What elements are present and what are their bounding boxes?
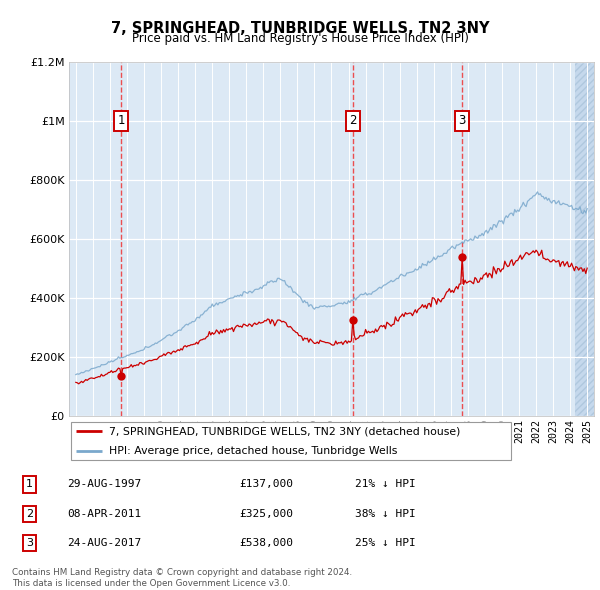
- Text: 1: 1: [26, 480, 33, 489]
- Text: 2: 2: [26, 509, 33, 519]
- Text: 21% ↓ HPI: 21% ↓ HPI: [355, 480, 416, 489]
- Text: 3: 3: [26, 538, 33, 548]
- Text: 38% ↓ HPI: 38% ↓ HPI: [355, 509, 416, 519]
- Text: 08-APR-2011: 08-APR-2011: [67, 509, 142, 519]
- Text: Price paid vs. HM Land Registry's House Price Index (HPI): Price paid vs. HM Land Registry's House …: [131, 32, 469, 45]
- Text: HPI: Average price, detached house, Tunbridge Wells: HPI: Average price, detached house, Tunb…: [109, 447, 397, 456]
- Text: £538,000: £538,000: [239, 538, 293, 548]
- Text: Contains HM Land Registry data © Crown copyright and database right 2024.: Contains HM Land Registry data © Crown c…: [12, 568, 352, 576]
- Text: £137,000: £137,000: [239, 480, 293, 489]
- Text: 1: 1: [118, 114, 125, 127]
- Text: This data is licensed under the Open Government Licence v3.0.: This data is licensed under the Open Gov…: [12, 579, 290, 588]
- Bar: [575, 62, 594, 416]
- FancyBboxPatch shape: [71, 422, 511, 460]
- Text: £325,000: £325,000: [239, 509, 293, 519]
- Text: 24-AUG-2017: 24-AUG-2017: [67, 538, 142, 548]
- Text: 3: 3: [458, 114, 466, 127]
- Text: 7, SPRINGHEAD, TUNBRIDGE WELLS, TN2 3NY: 7, SPRINGHEAD, TUNBRIDGE WELLS, TN2 3NY: [111, 21, 489, 35]
- Text: 7, SPRINGHEAD, TUNBRIDGE WELLS, TN2 3NY (detached house): 7, SPRINGHEAD, TUNBRIDGE WELLS, TN2 3NY …: [109, 427, 460, 436]
- Text: 2: 2: [349, 114, 357, 127]
- Text: 29-AUG-1997: 29-AUG-1997: [67, 480, 142, 489]
- Text: 25% ↓ HPI: 25% ↓ HPI: [355, 538, 416, 548]
